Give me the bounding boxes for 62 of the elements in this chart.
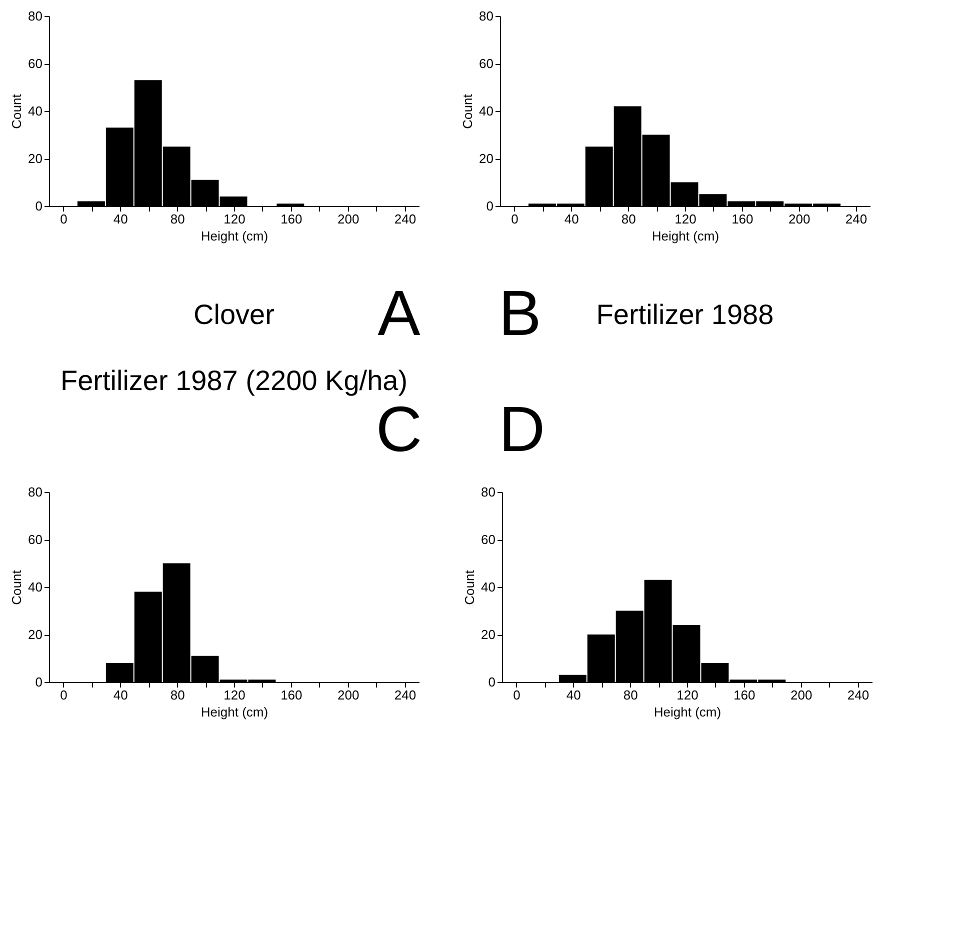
x-tick-label: 120: [224, 212, 246, 226]
x-tick-label: 240: [394, 688, 416, 702]
x-tick-label: 80: [623, 688, 638, 702]
x-tick-label: 40: [113, 212, 128, 226]
y-tick-label: 0: [488, 674, 496, 690]
x-tick-label: 160: [280, 212, 302, 226]
y-tick-label: 80: [479, 8, 494, 24]
y-tick-label: 60: [28, 56, 42, 71]
text: Fertilizer 1988: [596, 299, 774, 330]
x-tick-label: 80: [621, 212, 636, 226]
x-tick-label: 120: [676, 688, 698, 702]
y-tick-label: 80: [481, 484, 496, 500]
text: Clover: [194, 299, 274, 330]
x-axis-title: Height (cm): [200, 704, 268, 720]
x-tick-label: 200: [337, 212, 360, 226]
y-tick-label: 60: [479, 56, 494, 71]
x-tick-label: 0: [60, 212, 68, 226]
y-tick-label: 0: [35, 198, 42, 214]
x-axis-title: Height (cm): [654, 704, 722, 720]
y-axis-title: Count: [462, 570, 478, 605]
x-tick-label: 40: [113, 688, 128, 702]
text: D: [498, 393, 546, 465]
x-tick-label: 200: [337, 688, 360, 702]
x-tick-label: 0: [60, 688, 68, 702]
y-tick-label: 0: [35, 674, 42, 690]
y-tick-label: 20: [479, 151, 494, 166]
x-tick-label: 200: [788, 212, 810, 226]
x-tick-label: 160: [734, 688, 756, 702]
x-axis-title: Height (cm): [652, 228, 720, 244]
x-axis-title: Height (cm): [200, 228, 268, 244]
y-tick-label: 20: [481, 627, 496, 642]
x-tick-label: 240: [847, 688, 870, 702]
x-tick-label: 80: [170, 212, 185, 226]
y-tick-label: 40: [28, 580, 42, 594]
text: A: [378, 277, 421, 349]
x-tick-label: 240: [845, 212, 868, 226]
y-axis-title: Count: [9, 94, 24, 129]
y-tick-label: 80: [28, 8, 42, 24]
y-tick-label: 20: [28, 627, 42, 642]
y-tick-label: 80: [28, 484, 42, 500]
y-axis-title: Count: [9, 570, 24, 605]
x-tick-label: 160: [732, 212, 754, 226]
x-tick-label: 0: [513, 688, 520, 702]
x-tick-label: 40: [564, 212, 579, 226]
x-tick-label: 120: [224, 688, 246, 702]
x-tick-label: 0: [511, 212, 518, 226]
x-tick-label: 160: [280, 688, 302, 702]
text: B: [498, 277, 542, 349]
y-tick-label: 60: [481, 532, 496, 547]
x-tick-label: 240: [394, 212, 416, 226]
text: Fertilizer 1987 (2200 Kg/ha): [60, 365, 408, 396]
y-tick-label: 20: [28, 151, 42, 166]
y-tick-label: 40: [28, 104, 42, 118]
y-tick-label: 40: [479, 104, 494, 118]
y-tick-label: 60: [28, 532, 42, 547]
y-tick-label: 0: [486, 198, 494, 214]
y-tick-label: 40: [481, 580, 496, 594]
y-axis-title: Count: [460, 94, 476, 129]
x-tick-label: 200: [790, 688, 812, 702]
x-tick-label: 40: [566, 688, 581, 702]
x-tick-label: 120: [674, 212, 696, 226]
x-tick-label: 80: [170, 688, 185, 702]
